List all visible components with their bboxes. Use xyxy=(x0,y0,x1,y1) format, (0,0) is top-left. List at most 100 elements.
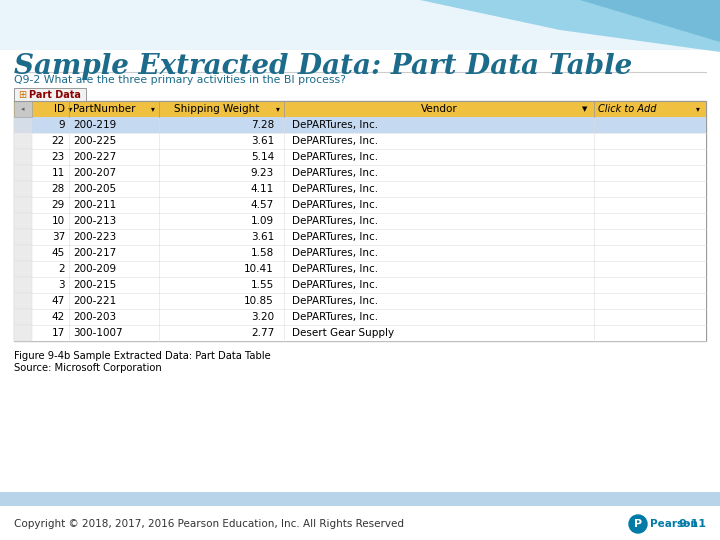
Text: DePARTures, Inc.: DePARTures, Inc. xyxy=(292,264,378,274)
Text: 200-227: 200-227 xyxy=(73,152,116,162)
Bar xyxy=(14,309,706,325)
Bar xyxy=(0,492,720,506)
Bar xyxy=(0,0,720,50)
Text: 11: 11 xyxy=(52,168,65,178)
Text: Source: Microsoft Corporation: Source: Microsoft Corporation xyxy=(14,363,162,373)
Text: DePARTures, Inc.: DePARTures, Inc. xyxy=(292,120,378,130)
Bar xyxy=(14,245,706,261)
Text: 10: 10 xyxy=(52,216,65,226)
Bar xyxy=(14,165,32,181)
Text: DePARTures, Inc.: DePARTures, Inc. xyxy=(292,216,378,226)
Text: ◂: ◂ xyxy=(22,106,24,112)
Text: 200-207: 200-207 xyxy=(73,168,116,178)
Bar xyxy=(14,293,32,309)
Bar xyxy=(14,133,706,149)
Bar xyxy=(14,101,32,117)
Text: DePARTures, Inc.: DePARTures, Inc. xyxy=(292,312,378,322)
Text: 200-225: 200-225 xyxy=(73,136,116,146)
Text: 4.11: 4.11 xyxy=(251,184,274,194)
Bar xyxy=(14,325,706,341)
Bar xyxy=(14,149,32,165)
Text: P: P xyxy=(634,519,642,529)
Text: 200-221: 200-221 xyxy=(73,296,116,306)
Text: 29: 29 xyxy=(52,200,65,210)
Text: ▼: ▼ xyxy=(582,106,588,112)
Bar xyxy=(14,165,706,181)
Text: 200-217: 200-217 xyxy=(73,248,116,258)
Text: Figure 9-4b Sample Extracted Data: Part Data Table: Figure 9-4b Sample Extracted Data: Part … xyxy=(14,351,271,361)
Text: DePARTures, Inc.: DePARTures, Inc. xyxy=(292,248,378,258)
Text: Pearson: Pearson xyxy=(650,519,698,529)
Bar xyxy=(14,293,706,309)
Text: 9.23: 9.23 xyxy=(251,168,274,178)
Circle shape xyxy=(629,515,647,533)
Text: DePARTures, Inc.: DePARTures, Inc. xyxy=(292,280,378,290)
Text: DePARTures, Inc.: DePARTures, Inc. xyxy=(292,152,378,162)
Text: 4.57: 4.57 xyxy=(251,200,274,210)
Text: DePARTures, Inc.: DePARTures, Inc. xyxy=(292,200,378,210)
Bar xyxy=(14,101,706,341)
Text: ⊞: ⊞ xyxy=(18,90,26,99)
Bar xyxy=(14,277,32,293)
Text: 37: 37 xyxy=(52,232,65,242)
Text: 1.09: 1.09 xyxy=(251,216,274,226)
Text: 300-1007: 300-1007 xyxy=(73,328,122,338)
Text: Shipping Weight: Shipping Weight xyxy=(174,104,259,114)
Text: 200-209: 200-209 xyxy=(73,264,116,274)
Bar xyxy=(14,149,706,165)
Bar xyxy=(14,261,32,277)
Text: 10.85: 10.85 xyxy=(244,296,274,306)
Text: DePARTures, Inc.: DePARTures, Inc. xyxy=(292,168,378,178)
Bar xyxy=(14,325,32,341)
Text: Q9-2 What are the three primary activities in the BI process?: Q9-2 What are the three primary activiti… xyxy=(14,75,346,85)
Text: 7.28: 7.28 xyxy=(251,120,274,130)
Text: 200-211: 200-211 xyxy=(73,200,116,210)
Bar xyxy=(14,309,32,325)
Text: ▾: ▾ xyxy=(276,105,280,113)
Bar xyxy=(14,133,32,149)
Text: ▾: ▾ xyxy=(151,105,155,113)
Text: 200-215: 200-215 xyxy=(73,280,116,290)
Text: ID: ID xyxy=(54,104,65,114)
Text: 200-219: 200-219 xyxy=(73,120,116,130)
Bar xyxy=(14,181,706,197)
Text: 200-223: 200-223 xyxy=(73,232,116,242)
Text: 3: 3 xyxy=(58,280,65,290)
Text: 2: 2 xyxy=(58,264,65,274)
Text: Sample Extracted Data: Part Data Table: Sample Extracted Data: Part Data Table xyxy=(14,53,632,80)
Bar xyxy=(14,229,706,245)
Bar xyxy=(14,229,32,245)
Bar xyxy=(14,261,706,277)
Text: 45: 45 xyxy=(52,248,65,258)
Polygon shape xyxy=(580,0,720,42)
Bar xyxy=(14,117,32,133)
Polygon shape xyxy=(420,0,720,52)
Text: 200-213: 200-213 xyxy=(73,216,116,226)
Bar xyxy=(14,197,32,213)
Text: 200-203: 200-203 xyxy=(73,312,116,322)
Text: 9-11: 9-11 xyxy=(678,519,706,529)
Text: 2.77: 2.77 xyxy=(251,328,274,338)
Bar xyxy=(14,181,32,197)
Text: Copyright © 2018, 2017, 2016 Pearson Education, Inc. All Rights Reserved: Copyright © 2018, 2017, 2016 Pearson Edu… xyxy=(14,519,404,529)
Text: 5.14: 5.14 xyxy=(251,152,274,162)
Text: Desert Gear Supply: Desert Gear Supply xyxy=(292,328,394,338)
Text: PartNumber: PartNumber xyxy=(73,104,135,114)
Text: 17: 17 xyxy=(52,328,65,338)
Text: 1.55: 1.55 xyxy=(251,280,274,290)
Text: 3.20: 3.20 xyxy=(251,312,274,322)
Text: 3.61: 3.61 xyxy=(251,232,274,242)
Text: 47: 47 xyxy=(52,296,65,306)
Bar xyxy=(14,101,706,117)
Text: Vendor: Vendor xyxy=(420,104,457,114)
Text: Part Data: Part Data xyxy=(29,90,81,99)
Text: ▾: ▾ xyxy=(66,105,72,113)
Text: DePARTures, Inc.: DePARTures, Inc. xyxy=(292,296,378,306)
Text: 23: 23 xyxy=(52,152,65,162)
Text: Click to Add: Click to Add xyxy=(598,104,657,114)
Text: 9: 9 xyxy=(58,120,65,130)
Text: 22: 22 xyxy=(52,136,65,146)
Text: ▾: ▾ xyxy=(696,105,700,113)
Bar xyxy=(14,245,32,261)
Text: DePARTures, Inc.: DePARTures, Inc. xyxy=(292,184,378,194)
